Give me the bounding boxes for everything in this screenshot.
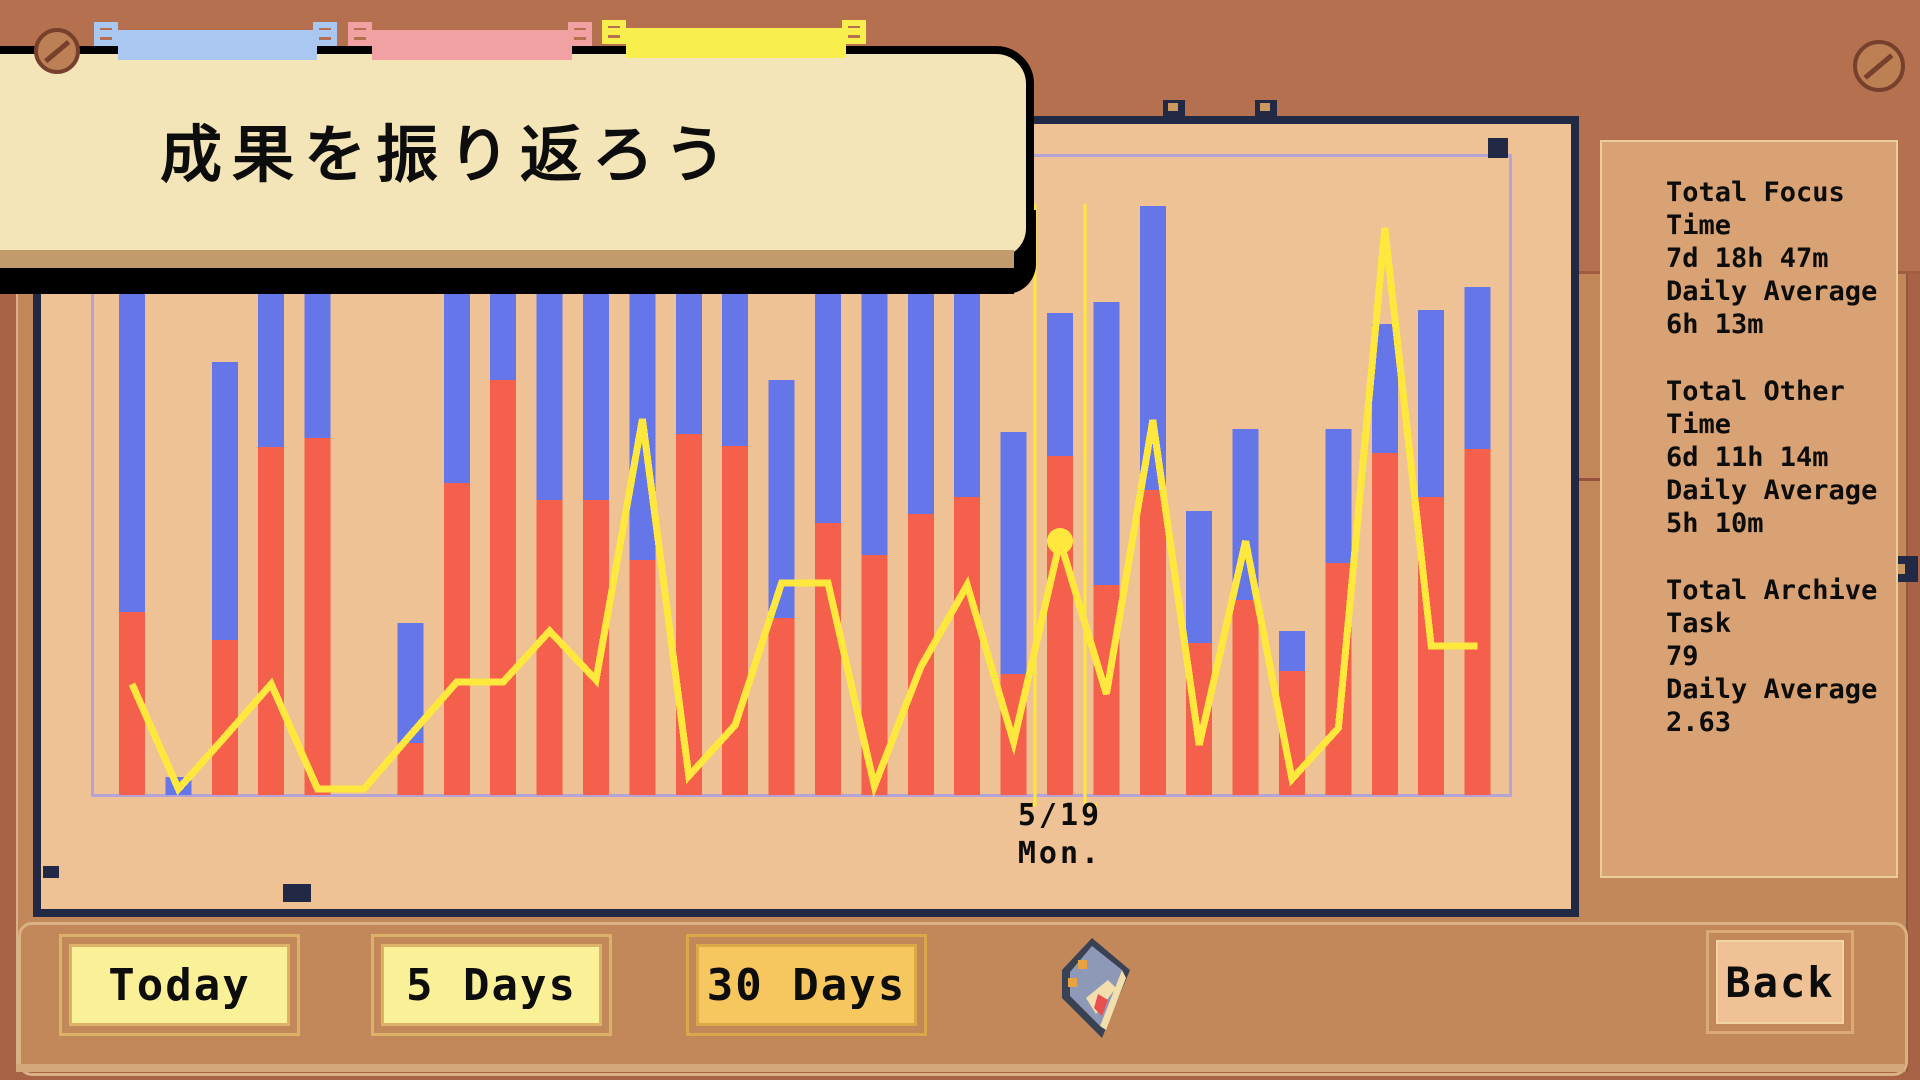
bar-focus: [722, 446, 749, 795]
bar-other: [768, 380, 795, 618]
today-button[interactable]: Today: [59, 934, 300, 1036]
stat-line: Total Archive: [1666, 575, 1878, 606]
bar-other: [1279, 631, 1305, 671]
bar-focus: [397, 743, 424, 795]
frame-tab: [1255, 100, 1277, 117]
bar-other: [1139, 206, 1166, 490]
bar-focus: [490, 380, 517, 795]
stats-panel: Total Focus Time 7d 18h 47m Daily Averag…: [1600, 140, 1898, 878]
frame-tab: [1163, 100, 1185, 117]
bar-focus: [443, 483, 470, 795]
thirty-days-button-label: 30 Days: [706, 959, 907, 1011]
bar-other: [1464, 287, 1491, 449]
stat-line: Total Other: [1666, 376, 1845, 407]
book-icon[interactable]: [1056, 936, 1136, 1040]
selected-day-cursor: [1023, 204, 1097, 807]
bar-other: [954, 290, 981, 497]
bar-focus: [954, 497, 981, 795]
thirty-days-button[interactable]: 30 Days: [686, 934, 927, 1036]
bar-other: [304, 290, 331, 438]
bar-focus: [1464, 449, 1491, 795]
bar-other: [211, 362, 238, 640]
bar-other: [815, 290, 841, 523]
selected-day-date: 5/19: [1017, 798, 1103, 833]
bar-other: [1000, 432, 1027, 674]
bar-focus: [1047, 456, 1073, 795]
selected-day-weekday: Mon.: [1017, 836, 1103, 871]
plaque-shadow-band: [0, 250, 1014, 268]
bar-other: [722, 290, 749, 446]
bar-other: [1186, 511, 1213, 643]
bar-focus: [258, 447, 285, 795]
stat-value-total-tasks: 79: [1666, 641, 1699, 672]
bar-other: [119, 290, 145, 612]
plaque-shadow-band: [0, 268, 1014, 294]
bar-other: [861, 290, 888, 555]
bar-other: [1047, 313, 1073, 456]
back-button[interactable]: Back: [1706, 930, 1854, 1034]
back-button-label: Back: [1725, 957, 1835, 1007]
bar-other: [675, 290, 702, 434]
selected-day-label: 5/19 Mon.: [960, 797, 1160, 873]
window-bottom-edge: [16, 1064, 1904, 1072]
bar-focus: [1371, 453, 1398, 795]
bar-focus: [211, 640, 238, 795]
stat-line: Total Focus: [1666, 177, 1845, 208]
stat-value-other-average: 5h 10m: [1666, 508, 1764, 539]
frame-tab: [283, 884, 311, 902]
tasks-line-marker: [1047, 528, 1073, 554]
bar-other: [258, 290, 285, 447]
stat-value-total-focus: 7d 18h 47m: [1666, 243, 1829, 274]
stat-value-tasks-average: 2.63: [1666, 707, 1732, 738]
today-button-label: Today: [108, 959, 251, 1011]
stat-line: Daily Average: [1666, 276, 1878, 307]
five-days-button-label: 5 Days: [406, 959, 577, 1011]
bar-focus: [675, 434, 702, 795]
stat-line: Task: [1666, 608, 1732, 639]
bar-other: [583, 290, 609, 500]
bar-other: [1418, 310, 1445, 497]
bar-other: [443, 290, 470, 483]
background-seam: [1557, 478, 1604, 481]
bar-focus: [815, 523, 841, 795]
stat-line: Time: [1666, 409, 1732, 440]
page-title: 成果を振り返ろう: [160, 118, 737, 191]
bar-other: [907, 290, 934, 514]
bar-focus: [629, 560, 656, 795]
screw-icon: [34, 28, 80, 74]
bar-other: [1325, 429, 1352, 563]
frame-decoration: [43, 866, 59, 878]
bar-focus: [1232, 600, 1259, 795]
bar-other: [536, 290, 563, 500]
bar-other: [490, 290, 517, 380]
tasks-line: [128, 227, 1478, 798]
screw-icon: [1853, 40, 1905, 92]
bar-focus: [768, 618, 795, 795]
bottom-toolbar-frame: [18, 922, 1908, 1076]
frame-decoration: [1488, 138, 1508, 158]
stat-line: Daily Average: [1666, 674, 1878, 705]
stat-value-focus-average: 6h 13m: [1666, 309, 1764, 340]
five-days-button[interactable]: 5 Days: [371, 934, 612, 1036]
bar-focus: [1139, 490, 1166, 795]
bar-other: [1093, 302, 1120, 585]
bar-focus: [536, 500, 563, 795]
stat-line: Daily Average: [1666, 475, 1878, 506]
stat-value-total-other: 6d 11h 14m: [1666, 442, 1829, 473]
bar-focus: [304, 438, 331, 795]
stat-line: Time: [1666, 210, 1732, 241]
